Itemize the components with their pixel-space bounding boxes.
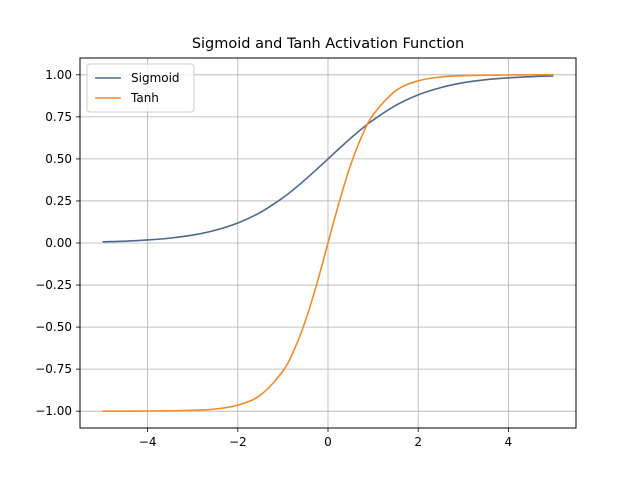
y-tick-label: −0.50: [35, 320, 72, 334]
y-tick-label: −0.25: [35, 278, 72, 292]
y-tick-label: 0.75: [45, 110, 72, 124]
chart-title: Sigmoid and Tanh Activation Function: [192, 36, 464, 52]
y-tick-label: 1.00: [45, 68, 72, 82]
x-tick-label: 2: [414, 435, 422, 449]
x-tick-label: −4: [139, 435, 157, 449]
legend-box: [86, 63, 195, 113]
y-tick-label: 0.00: [45, 236, 72, 250]
series-line-tanh: [102, 74, 554, 412]
legend: Sigmoid Tanh: [86, 63, 195, 113]
y-tick-label: −1.00: [35, 404, 72, 418]
y-tick-label: −0.75: [35, 362, 72, 376]
x-tick-label: 0: [324, 435, 332, 449]
y-tick-label: 0.50: [45, 152, 72, 166]
axis-ticks: −4 −2 0 2 4 1.00 0.75 0.50 0.25 0.00 −0.25 −0.50 −0.…: [35, 68, 512, 449]
x-tick-label: 4: [505, 435, 513, 449]
series-line-sigmoid: [102, 75, 554, 243]
series-lines: [102, 74, 554, 412]
x-tick-label: −2: [229, 435, 247, 449]
legend-label-sigmoid: Sigmoid: [131, 71, 180, 85]
legend-label-tanh: Tanh: [130, 91, 159, 105]
y-tick-label: 0.25: [45, 194, 72, 208]
